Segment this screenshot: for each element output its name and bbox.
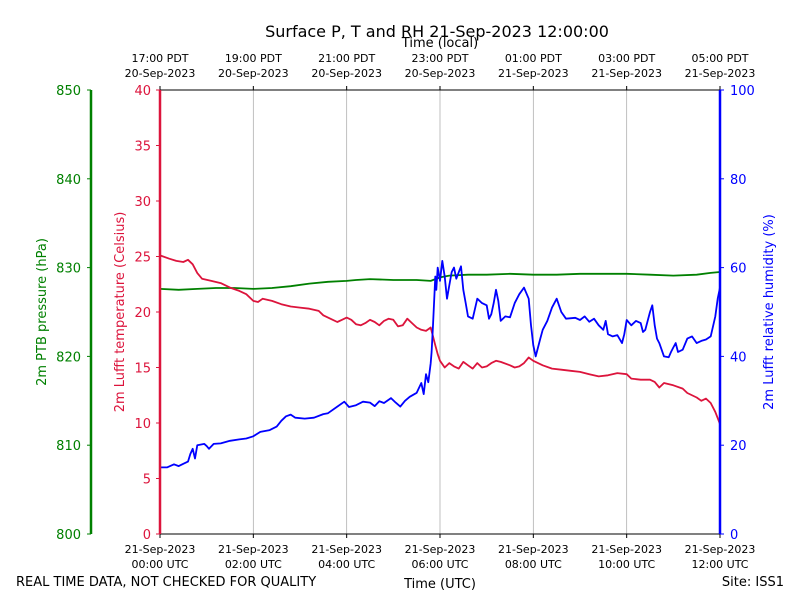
top-tick-label-time: 19:00 PDT xyxy=(225,52,282,65)
chart-title: Surface P, T and RH 21-Sep-2023 12:00:00 xyxy=(265,22,609,41)
temperature-tick-label: 20 xyxy=(134,306,151,321)
pressure-axis-label: 2m PTB pressure (hPa) xyxy=(35,238,50,386)
humidity-tick-label: 20 xyxy=(730,439,747,454)
grid-lines xyxy=(252,90,628,534)
top-tick-label-time: 21:00 PDT xyxy=(318,52,375,65)
humidity-tick-label: 100 xyxy=(730,84,755,99)
x-tick-label-time: 12:00 UTC xyxy=(691,558,748,571)
temperature-axis-label: 2m Lufft temperature (Celsius) xyxy=(113,212,128,413)
humidity-axis-label: 2m Lufft relative humidity (%) xyxy=(762,214,777,410)
series-layer xyxy=(159,254,721,469)
x-tick-label-time: 02:00 UTC xyxy=(225,558,282,571)
x-tick-label-date: 21-Sep-2023 xyxy=(591,543,662,556)
pressure-tick-label: 820 xyxy=(56,350,81,365)
temperature-tick-label: 0 xyxy=(143,528,151,543)
temperature-tick-label: 5 xyxy=(143,473,151,488)
humidity-series-line xyxy=(160,259,721,469)
top-tick-label-time: 05:00 PDT xyxy=(691,52,748,65)
x-tick-label-date: 21-Sep-2023 xyxy=(498,543,569,556)
temperature-tick-label: 35 xyxy=(134,140,151,155)
temperature-tick-label: 25 xyxy=(134,251,151,266)
temperature-series-line xyxy=(159,254,721,425)
bottom-axis-label: Time (UTC) xyxy=(403,577,476,592)
top-tick-label-time: 17:00 PDT xyxy=(131,52,188,65)
pressure-tick-label: 830 xyxy=(56,262,81,277)
top-tick-label-date: 20-Sep-2023 xyxy=(125,67,196,80)
top-tick-label-date: 21-Sep-2023 xyxy=(685,67,756,80)
top-tick-label-date: 21-Sep-2023 xyxy=(591,67,662,80)
top-tick-label-date: 20-Sep-2023 xyxy=(311,67,382,80)
temperature-tick-label: 15 xyxy=(134,362,151,377)
humidity-tick-label: 40 xyxy=(730,350,747,365)
x-tick-label-time: 06:00 UTC xyxy=(411,558,468,571)
x-tick-label-date: 21-Sep-2023 xyxy=(125,543,196,556)
humidity-tick-label: 60 xyxy=(730,262,747,277)
x-tick-label-time: 04:00 UTC xyxy=(318,558,375,571)
x-tick-label-date: 21-Sep-2023 xyxy=(218,543,289,556)
x-tick-label-time: 10:00 UTC xyxy=(598,558,655,571)
top-tick-label-time: 23:00 PDT xyxy=(411,52,468,65)
top-tick-label-date: 20-Sep-2023 xyxy=(218,67,289,80)
site-label: Site: ISS1 xyxy=(721,575,784,590)
top-tick-label-time: 01:00 PDT xyxy=(505,52,562,65)
temperature-tick-label: 40 xyxy=(134,84,151,99)
x-tick-label-date: 21-Sep-2023 xyxy=(685,543,756,556)
pressure-tick-label: 810 xyxy=(56,439,81,454)
top-axis-label: Time (local) xyxy=(401,36,478,51)
x-tick-label-time: 00:00 UTC xyxy=(131,558,188,571)
pressure-tick-label: 840 xyxy=(56,173,81,188)
x-tick-label-date: 21-Sep-2023 xyxy=(311,543,382,556)
pressure-series-line xyxy=(159,271,721,291)
humidity-tick-label: 0 xyxy=(730,528,738,543)
x-tick-label-date: 21-Sep-2023 xyxy=(405,543,476,556)
temperature-tick-label: 30 xyxy=(134,195,151,210)
pressure-tick-label: 800 xyxy=(56,528,81,543)
x-tick-label-time: 08:00 UTC xyxy=(505,558,562,571)
temperature-tick-label: 10 xyxy=(134,417,151,432)
quality-notice: REAL TIME DATA, NOT CHECKED FOR QUALITY xyxy=(16,575,317,590)
top-tick-label-date: 21-Sep-2023 xyxy=(498,67,569,80)
top-tick-label-time: 03:00 PDT xyxy=(598,52,655,65)
axes-layer: 21-Sep-2023 00:00 UTC 21-Sep-2023 02:00 UTC… xyxy=(35,52,777,571)
humidity-tick-label: 80 xyxy=(730,173,747,188)
top-tick-label-date: 20-Sep-2023 xyxy=(405,67,476,80)
pressure-tick-label: 850 xyxy=(56,84,81,99)
